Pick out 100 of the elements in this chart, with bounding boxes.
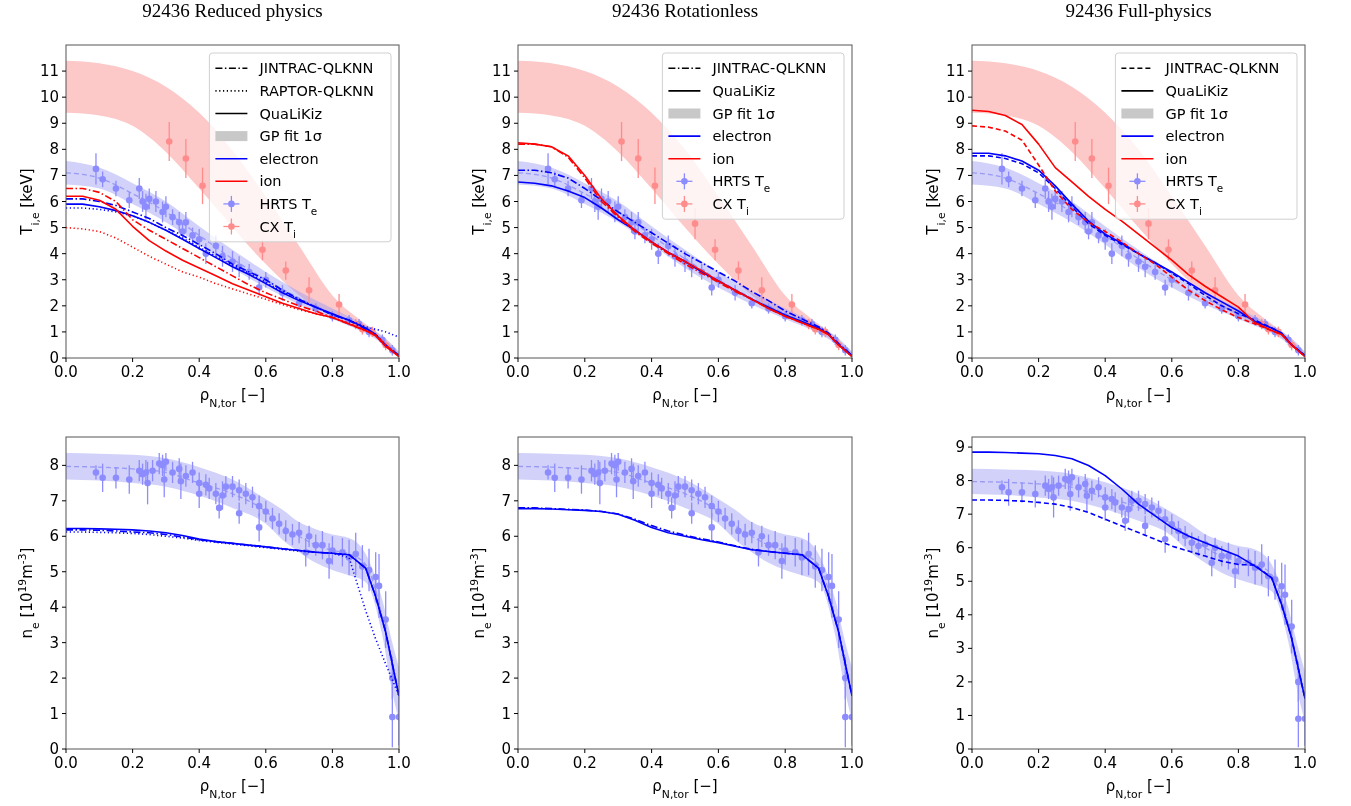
y-tick-label: 2: [501, 296, 511, 315]
x-tick-label: 0.4: [1093, 754, 1118, 772]
legend-label: JINTRAC-QLKNN: [711, 60, 827, 77]
y-tick-label: 10: [945, 88, 965, 107]
y-tick-label: 3: [501, 633, 511, 652]
x-tick-label: 0.8: [773, 363, 798, 381]
x-tick-label: 0.8: [320, 363, 345, 381]
y-tick-label: 4: [49, 598, 59, 617]
y-tick-label: 4: [49, 244, 59, 263]
x-axis-title: ρ$_{N,tor}$ [−]: [652, 386, 718, 410]
chart-title: 92436 Rotationless: [611, 0, 759, 21]
y-tick-label: 7: [955, 505, 965, 524]
y-tick-label: 7: [49, 491, 59, 510]
x-tick-label: 0.0: [506, 363, 530, 381]
legend-label: GP fit 1σ: [712, 105, 775, 122]
legend-label: HRTS T$_{e}$: [1165, 173, 1224, 195]
x-tick-label: 0.8: [320, 754, 345, 772]
x-tick-label: 0.2: [1026, 754, 1051, 772]
x-tick-label: 0.2: [572, 754, 597, 772]
y-tick-label: 1: [501, 322, 511, 341]
x-tick-label: 0.0: [506, 754, 530, 772]
legend-label: GP fit 1σ: [259, 128, 322, 145]
legend-label: CX T$_{i}$: [712, 195, 749, 217]
x-tick-label: 1.0: [1293, 754, 1317, 772]
x-tick-label: 0.6: [253, 363, 278, 381]
x-tick-label: 1.0: [387, 363, 411, 381]
y-tick-label: 1: [501, 704, 511, 723]
y-tick-label: 1: [955, 706, 965, 725]
x-axis-title: ρ$_{N,tor}$ [−]: [199, 386, 266, 410]
y-tick-label: 7: [501, 491, 511, 510]
y-tick-label: 9: [955, 114, 965, 133]
legend-label: HRTS T$_{e}$: [712, 173, 771, 195]
chart-title: 92436 Full-physics: [1065, 0, 1212, 21]
x-axis-title: ρ$_{N,tor}$ [−]: [1105, 777, 1172, 801]
x-axis-title: ρ$_{N,tor}$ [−]: [652, 777, 718, 801]
chart-title: 92436 Reduced physics: [142, 0, 323, 21]
x-tick-label: 1.0: [1293, 363, 1317, 381]
x-tick-label: 0.8: [773, 754, 798, 772]
legend-label: CX T$_{i}$: [1165, 195, 1202, 217]
x-tick-label: 0.4: [639, 363, 664, 381]
y-tick-label: 9: [501, 114, 511, 133]
x-tick-label: 0.0: [54, 754, 78, 772]
y-tick-label: 5: [49, 562, 59, 581]
legend-label: electron: [712, 128, 772, 145]
x-tick-label: 0.0: [54, 363, 78, 381]
x-tick-label: 0.6: [1159, 754, 1184, 772]
x-tick-label: 1.0: [387, 754, 411, 772]
x-tick-label: 0.2: [1026, 363, 1051, 381]
y-tick-label: 6: [955, 192, 965, 211]
y-tick-label: 9: [49, 114, 59, 133]
y-tick-label: 8: [501, 140, 511, 159]
y-tick-label: 5: [501, 218, 511, 237]
y-tick-label: 2: [501, 669, 511, 688]
y-tick-label: 8: [501, 456, 511, 475]
x-tick-label: 0.8: [1226, 363, 1251, 381]
x-tick-label: 0.2: [120, 363, 145, 381]
y-tick-label: 2: [49, 669, 59, 688]
legend-label: ion: [259, 173, 282, 190]
legend-label: QuaLiKiz: [712, 82, 776, 99]
y-tick-label: 3: [501, 270, 511, 289]
x-tick-label: 0.6: [706, 363, 731, 381]
x-tick-label: 0.6: [1159, 363, 1184, 381]
y-tick-label: 5: [955, 572, 965, 591]
legend-label: JINTRAC-QLKNN: [258, 60, 374, 77]
y-tick-label: 5: [49, 218, 59, 237]
legend-label: HRTS T$_{e}$: [259, 195, 318, 217]
y-tick-label: 7: [501, 166, 511, 185]
y-tick-label: 1: [49, 704, 59, 723]
legend-label: CX T$_{i}$: [259, 218, 296, 240]
x-tick-label: 0.2: [572, 363, 597, 381]
y-tick-label: 6: [501, 192, 511, 211]
legend-label: QuaLiKiz: [1165, 82, 1229, 99]
y-tick-label: 3: [49, 270, 59, 289]
x-tick-label: 0.4: [187, 754, 212, 772]
x-tick-label: 0.6: [706, 754, 731, 772]
y-tick-label: 11: [491, 62, 511, 81]
y-tick-label: 5: [501, 562, 511, 581]
x-tick-label: 0.8: [1226, 754, 1251, 772]
legend-label: ion: [1165, 150, 1188, 167]
x-tick-label: 0.0: [960, 363, 984, 381]
legend-label: electron: [259, 150, 319, 167]
y-tick-label: 11: [945, 62, 965, 81]
y-tick-label: 8: [955, 140, 965, 159]
legend-label: QuaLiKiz: [259, 105, 323, 122]
x-axis-title: ρ$_{N,tor}$ [−]: [199, 777, 266, 801]
legend-label: ion: [712, 150, 735, 167]
y-tick-label: 8: [49, 456, 59, 475]
x-tick-label: 0.4: [187, 363, 212, 381]
y-tick-label: 4: [501, 244, 511, 263]
y-tick-label: 2: [49, 296, 59, 315]
y-tick-label: 3: [49, 633, 59, 652]
x-tick-label: 1.0: [840, 363, 864, 381]
y-tick-label: 6: [501, 527, 511, 546]
x-tick-label: 0.2: [120, 754, 145, 772]
y-tick-label: 2: [955, 672, 965, 691]
y-tick-label: 6: [49, 527, 59, 546]
y-tick-label: 3: [955, 639, 965, 658]
y-tick-label: 6: [955, 538, 965, 557]
legend-label: electron: [1165, 128, 1225, 145]
y-tick-label: 8: [49, 140, 59, 159]
